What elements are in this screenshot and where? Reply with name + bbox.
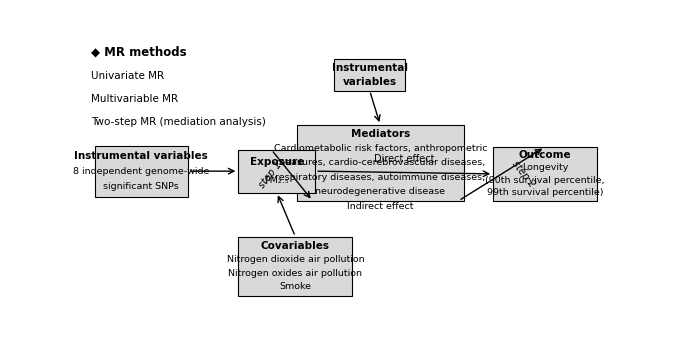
Text: Longevity: Longevity [522,163,568,172]
Text: ◆ MR methods: ◆ MR methods [91,46,186,59]
Text: significant SNPs: significant SNPs [103,182,179,191]
Text: 99th survival percentile): 99th survival percentile) [486,188,603,197]
Text: Instrumental variables: Instrumental variables [75,151,208,161]
Text: 8 independent genome-wide: 8 independent genome-wide [73,166,210,176]
Text: Covariables: Covariables [261,241,329,251]
Text: neurodegenerative disease: neurodegenerative disease [315,187,445,196]
Text: Smoke: Smoke [279,282,311,291]
Text: Direct effect: Direct effect [374,154,434,164]
Text: Outcome: Outcome [519,150,571,160]
Text: Multivariable MR: Multivariable MR [91,94,178,104]
Text: Indirect effect: Indirect effect [347,203,414,212]
FancyBboxPatch shape [238,150,315,193]
Text: variables: variables [342,77,397,87]
Text: step 2: step 2 [510,159,536,189]
FancyBboxPatch shape [334,59,406,91]
Text: Two-step MR (mediation analysis): Two-step MR (mediation analysis) [91,117,266,127]
Text: respiratory diseases, autoimmune diseases,: respiratory diseases, autoimmune disease… [275,173,486,182]
Text: PM₂.₅: PM₂.₅ [264,176,289,185]
Text: Instrumental: Instrumental [332,63,408,73]
Text: Exposure: Exposure [249,157,304,167]
Text: measures, cardio-cerebrovascular diseases,: measures, cardio-cerebrovascular disease… [275,158,485,168]
Text: Nitrogen oxides air pollution: Nitrogen oxides air pollution [228,268,362,278]
Text: Cardiometabolic risk factors, anthropometric: Cardiometabolic risk factors, anthropome… [273,144,487,153]
FancyBboxPatch shape [493,147,597,201]
Text: Univariate MR: Univariate MR [91,71,164,81]
FancyBboxPatch shape [238,237,352,296]
Text: Nitrogen dioxide air pollution: Nitrogen dioxide air pollution [227,255,364,264]
Text: step 1: step 1 [258,160,284,190]
Text: (90th survival percentile,: (90th survival percentile, [485,176,605,185]
FancyBboxPatch shape [95,146,188,197]
Text: Mediators: Mediators [351,129,410,139]
FancyBboxPatch shape [297,125,464,201]
